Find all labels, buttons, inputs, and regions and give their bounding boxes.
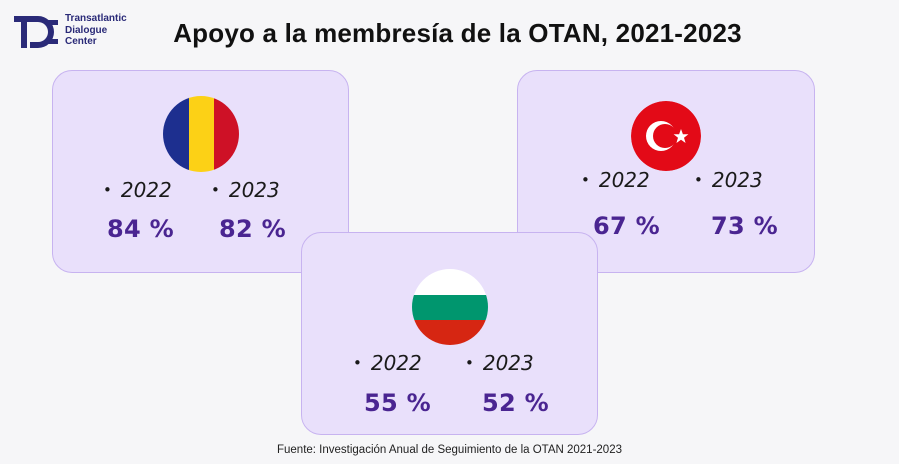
year-text: 2022 — [370, 351, 422, 375]
percent-2023: 82 % — [219, 215, 287, 243]
country-card-bulgaria: • 2022 • 2023 55 % 52 % — [301, 232, 598, 435]
bulgaria-flag-icon — [411, 269, 488, 345]
tdc-logo-mark-icon — [14, 16, 58, 48]
tdc-logo: Transatlantic Dialogue Center — [14, 12, 136, 52]
year-label-2022: • 2022 — [103, 178, 172, 202]
year-text: 2023 — [711, 168, 763, 192]
year-text: 2022 — [120, 178, 172, 202]
year-text: 2023 — [482, 351, 534, 375]
source-footnote: Fuente: Investigación Anual de Seguimien… — [276, 444, 622, 456]
year-text: 2022 — [598, 168, 650, 192]
percent-2022: 84 % — [107, 215, 175, 243]
year-label-2022: • 2022 — [353, 351, 422, 375]
year-text: 2023 — [228, 178, 280, 202]
percent-2022: 55 % — [364, 389, 432, 417]
year-label-2023: • 2023 — [211, 178, 280, 202]
logo-text: Transatlantic Dialogue Center — [65, 13, 127, 48]
year-label-2023: • 2023 — [465, 351, 534, 375]
logo-line: Center — [65, 36, 97, 47]
page-title: Apoyo a la membresía de la OTAN, 2021-20… — [173, 18, 742, 48]
romania-flag-icon — [162, 96, 239, 172]
year-label-2023: • 2023 — [694, 168, 763, 192]
percent-2023: 73 % — [711, 212, 779, 240]
percent-2022: 67 % — [593, 212, 661, 240]
turkey-flag-icon — [631, 101, 701, 171]
percent-2023: 52 % — [482, 389, 550, 417]
country-card-romania: • 2022 • 2023 84 % 82 % — [52, 70, 349, 273]
logo-line: Dialogue — [65, 24, 108, 36]
year-label-2022: • 2022 — [581, 168, 650, 192]
logo-line: Transatlantic — [65, 13, 127, 24]
